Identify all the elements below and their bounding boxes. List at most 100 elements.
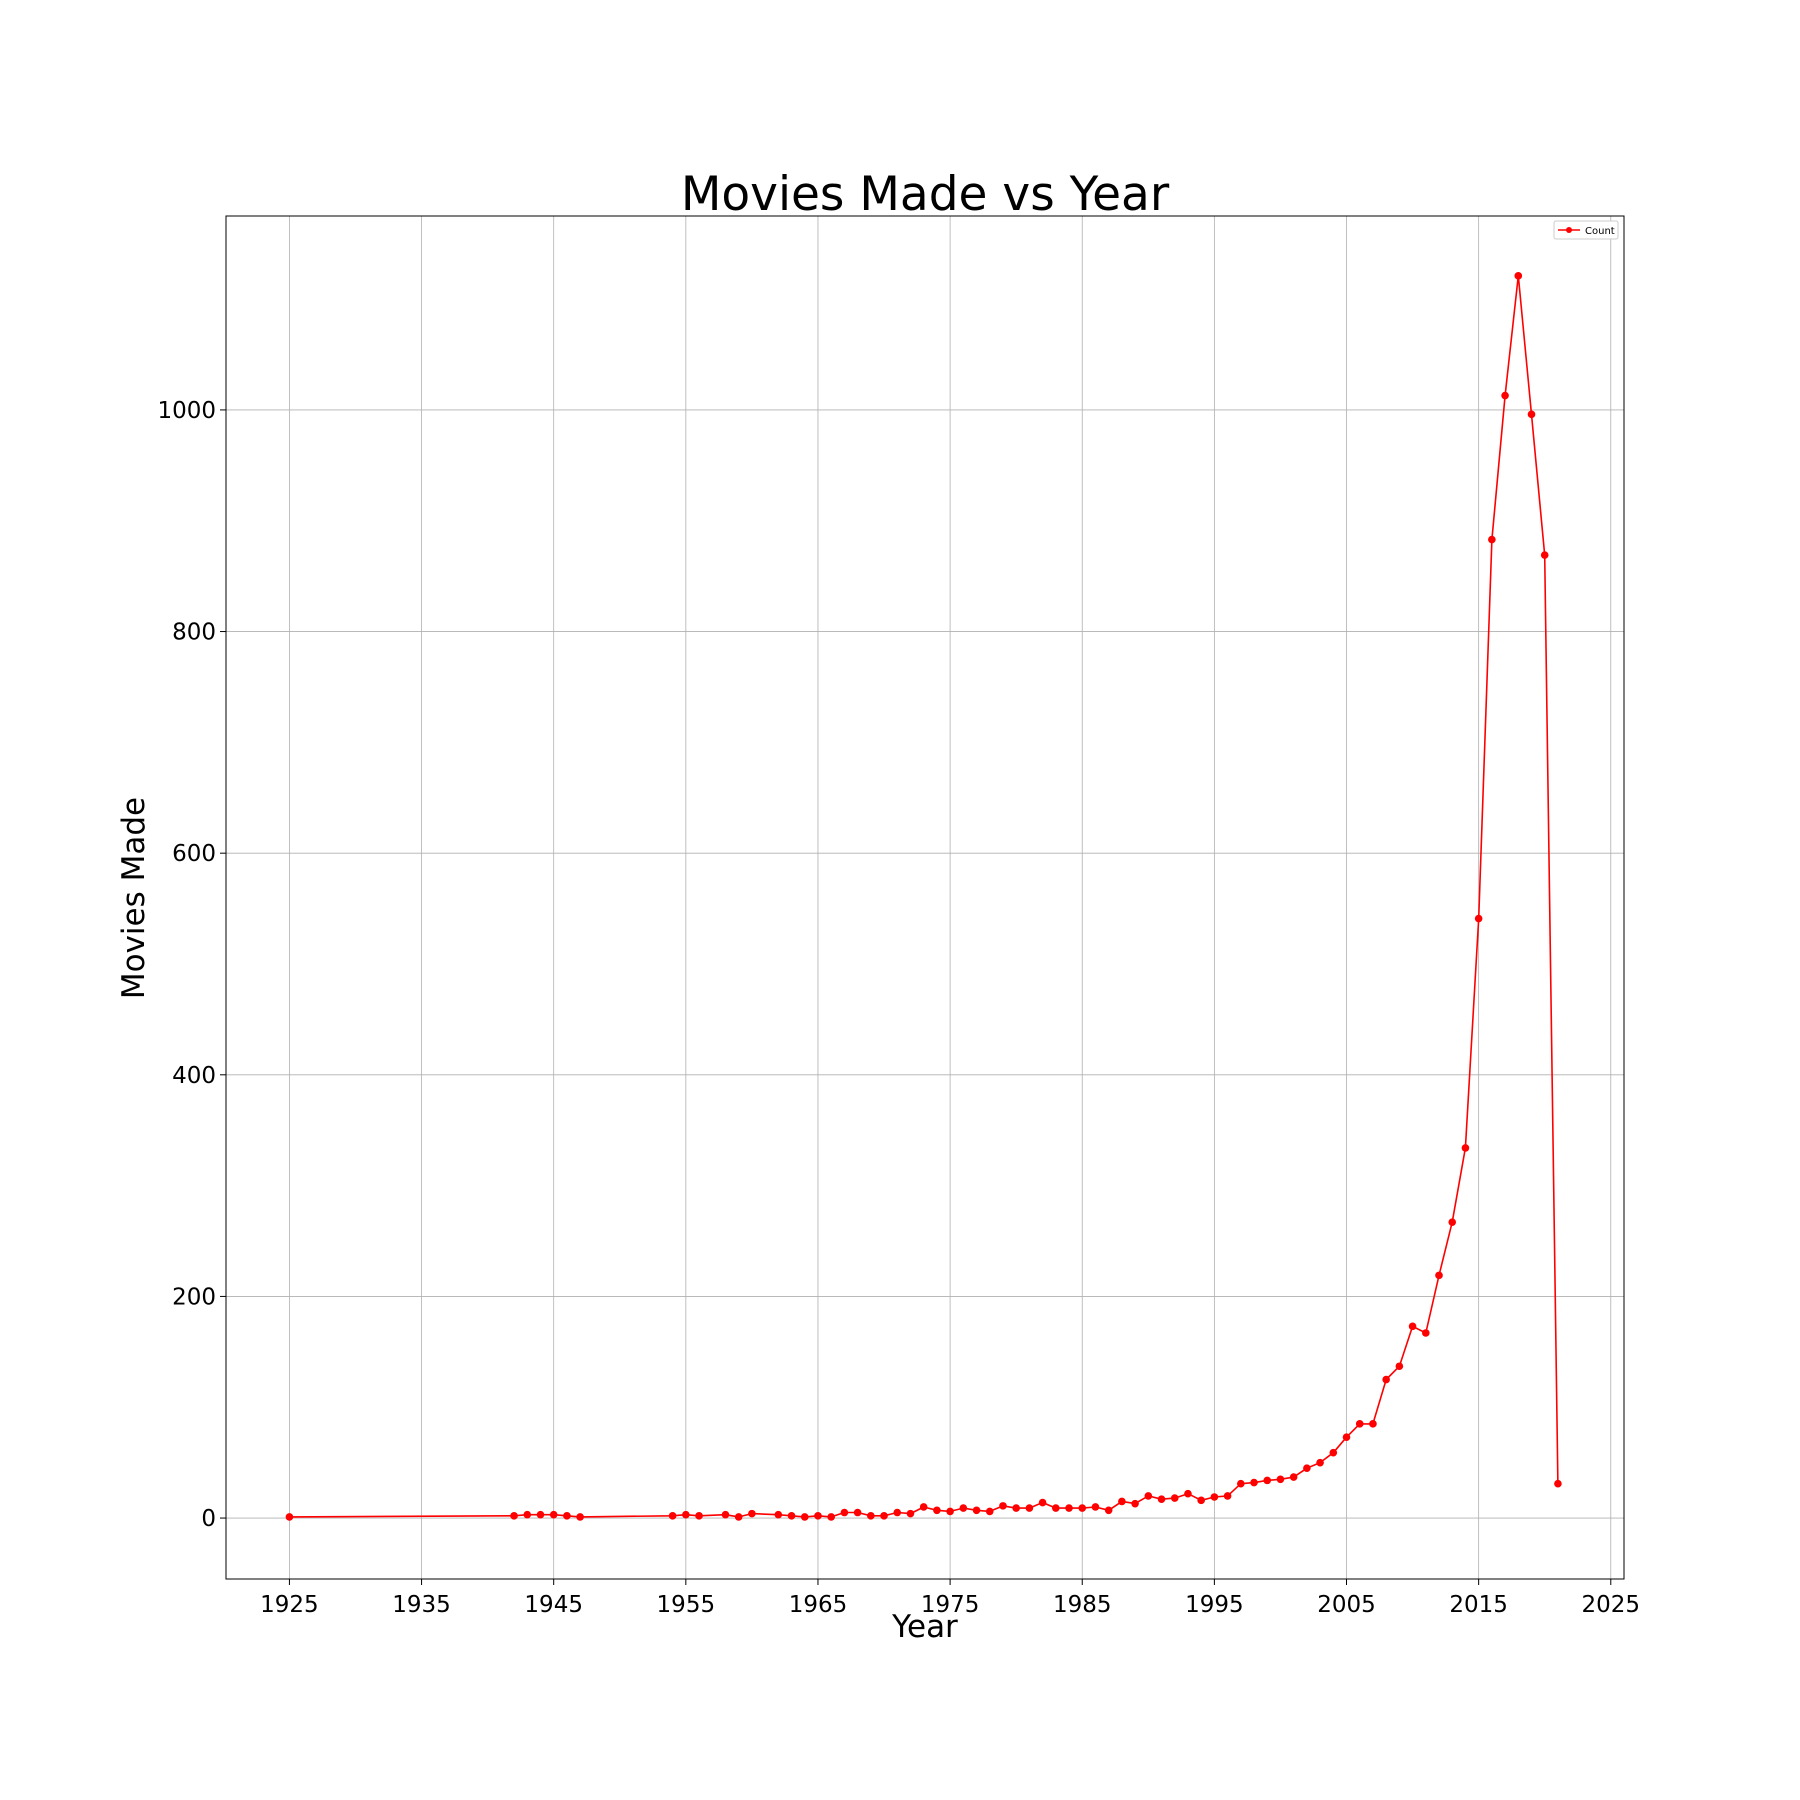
data-point — [563, 1512, 571, 1520]
data-point — [1038, 1498, 1047, 1507]
x-tick-label: 2005 — [1317, 1592, 1376, 1618]
data-point — [1065, 1504, 1073, 1512]
data-point — [682, 1510, 690, 1519]
data-point — [1223, 1492, 1232, 1500]
data-point — [906, 1509, 915, 1518]
data-point — [1210, 1493, 1219, 1501]
data-point — [959, 1504, 968, 1512]
data-point — [1197, 1496, 1205, 1505]
data-point — [1474, 914, 1483, 923]
x-tick-label: 1935 — [392, 1592, 451, 1618]
data-point — [1157, 1495, 1166, 1504]
data-point — [549, 1510, 558, 1519]
data-point — [999, 1502, 1007, 1510]
data-point — [1501, 391, 1509, 400]
data-point — [1369, 1420, 1377, 1428]
x-tick-label: 1985 — [1053, 1592, 1112, 1618]
data-point — [1144, 1492, 1153, 1500]
y-tick-label: 600 — [172, 841, 216, 867]
x-tick-label: 1925 — [260, 1592, 319, 1618]
data-point — [1540, 551, 1549, 559]
x-tick-label: 1955 — [657, 1592, 716, 1618]
data-point — [1091, 1503, 1100, 1511]
data-point — [1303, 1464, 1311, 1472]
y-tick-label: 800 — [172, 620, 216, 646]
data-point — [523, 1510, 532, 1519]
data-point — [1104, 1506, 1113, 1515]
data-point — [1421, 1329, 1430, 1337]
data-point — [972, 1506, 981, 1515]
data-point — [1118, 1497, 1126, 1506]
series-count — [285, 272, 1562, 1521]
y-axis-ticks: 0 200 400 600 800 1000 — [157, 398, 226, 1532]
data-point — [1355, 1420, 1364, 1428]
data-point — [1527, 410, 1536, 419]
legend-marker — [1566, 227, 1572, 233]
data-point — [1435, 1271, 1443, 1280]
data-point — [510, 1512, 518, 1520]
data-point — [1263, 1476, 1272, 1485]
data-point — [1448, 1218, 1457, 1226]
data-point — [721, 1510, 730, 1519]
data-point — [800, 1513, 809, 1521]
data-point — [1554, 1479, 1562, 1488]
data-point — [1395, 1362, 1404, 1371]
data-point — [1342, 1433, 1351, 1441]
data-point — [1276, 1475, 1285, 1484]
legend-label: Count — [1585, 226, 1615, 237]
y-tick-label: 1000 — [157, 398, 216, 424]
data-point — [880, 1512, 888, 1520]
data-point — [893, 1508, 902, 1517]
data-point — [1078, 1504, 1087, 1512]
legend-box — [1553, 220, 1619, 240]
data-point — [1237, 1479, 1245, 1488]
x-axis-label: Year — [891, 1609, 958, 1645]
data-point — [774, 1510, 783, 1519]
x-tick-label: 2025 — [1582, 1592, 1641, 1618]
data-point — [748, 1509, 756, 1518]
data-point — [840, 1508, 849, 1517]
data-point — [1025, 1504, 1034, 1512]
data-point — [1012, 1504, 1020, 1512]
data-point — [1461, 1144, 1470, 1152]
data-point — [734, 1513, 743, 1521]
data-point — [1170, 1494, 1179, 1502]
data-point — [787, 1512, 796, 1520]
data-point — [1488, 535, 1496, 544]
plot-frame — [225, 215, 1625, 1580]
x-tick-label: 1975 — [921, 1592, 980, 1618]
x-tick-label: 1995 — [1185, 1592, 1244, 1618]
data-point — [536, 1510, 545, 1519]
x-tick-label: 1945 — [524, 1592, 583, 1618]
data-point — [827, 1513, 835, 1521]
chart-title: Movies Made vs Year — [681, 167, 1170, 222]
data-point — [1052, 1504, 1060, 1512]
data-point — [1250, 1478, 1258, 1487]
data-point — [1382, 1375, 1390, 1384]
data-point — [814, 1512, 822, 1520]
data-point — [1408, 1322, 1417, 1331]
data-point — [867, 1512, 875, 1520]
data-point — [1316, 1458, 1324, 1467]
grid — [226, 216, 1624, 1579]
legend: Count — [1553, 220, 1619, 240]
y-tick-label: 200 — [172, 1284, 216, 1310]
data-point — [853, 1508, 862, 1517]
data-point — [668, 1512, 677, 1520]
data-point — [1184, 1489, 1192, 1498]
data-point — [1131, 1499, 1139, 1508]
x-tick-label: 2015 — [1449, 1592, 1508, 1618]
data-point — [985, 1507, 994, 1516]
y-tick-label: 400 — [172, 1063, 216, 1089]
x-axis-ticks: 1925 1935 1945 1955 1965 1975 1985 1995 2005 2015… — [260, 1579, 1640, 1618]
data-point — [946, 1507, 954, 1516]
data-point — [933, 1506, 941, 1515]
data-point — [576, 1513, 584, 1521]
data-point — [1514, 272, 1523, 280]
y-tick-label: 0 — [201, 1506, 216, 1532]
data-point — [1289, 1473, 1298, 1481]
data-point — [695, 1512, 703, 1520]
data-point — [919, 1503, 928, 1511]
